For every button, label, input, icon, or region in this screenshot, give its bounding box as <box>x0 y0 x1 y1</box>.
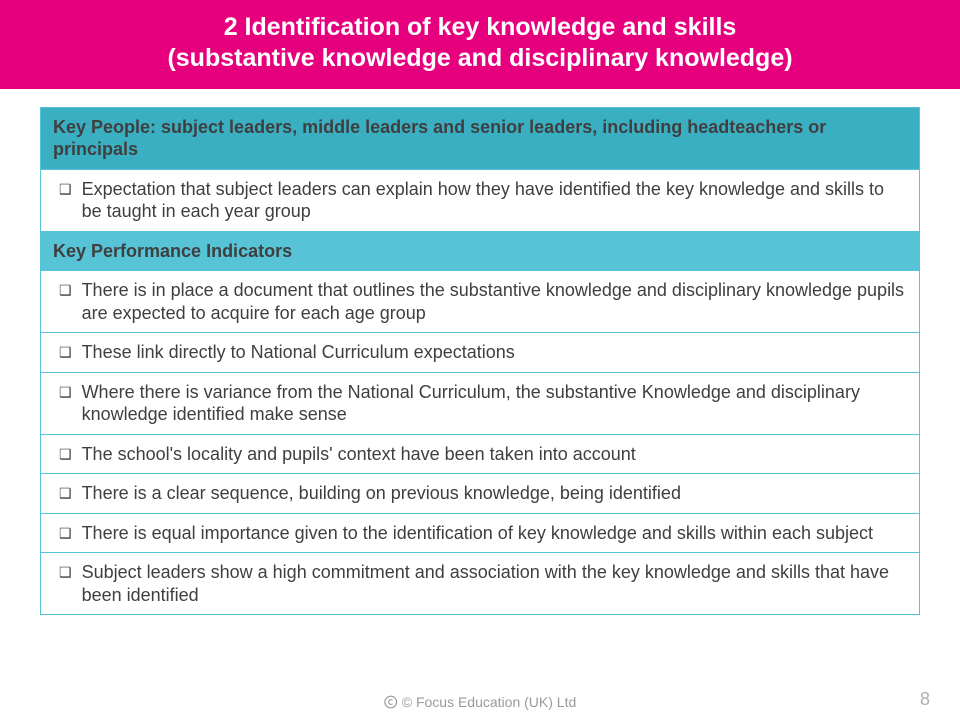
copyright-label: © Focus Education (UK) Ltd <box>402 694 577 710</box>
bullet-icon: ❑ <box>59 482 72 505</box>
copyright-text: © Focus Education (UK) Ltd <box>384 694 577 710</box>
kpi-item: ❑ These link directly to National Curric… <box>41 333 920 373</box>
kpi-item: ❑ There is in place a document that outl… <box>41 271 920 333</box>
page-header: 2 Identification of key knowledge and sk… <box>0 0 960 89</box>
bullet-text: There is in place a document that outlin… <box>82 279 907 324</box>
header-line-1: 2 Identification of key knowledge and sk… <box>20 12 940 43</box>
key-people-item: ❑ Expectation that subject leaders can e… <box>41 169 920 231</box>
header-line-2: (substantive knowledge and disciplinary … <box>20 43 940 74</box>
kpi-heading: Key Performance Indicators <box>41 231 920 271</box>
page-number: 8 <box>920 689 930 710</box>
copyright-icon <box>384 695 398 709</box>
bullet-icon: ❑ <box>59 341 72 364</box>
knowledge-table: Key People: subject leaders, middle lead… <box>40 107 920 616</box>
bullet-icon: ❑ <box>59 443 72 466</box>
bullet-icon: ❑ <box>59 279 72 324</box>
bullet-text: Subject leaders show a high commitment a… <box>82 561 907 606</box>
key-people-heading: Key People: subject leaders, middle lead… <box>41 107 920 169</box>
bullet-text: There is a clear sequence, building on p… <box>82 482 907 505</box>
bullet-text: Expectation that subject leaders can exp… <box>82 178 907 223</box>
bullet-icon: ❑ <box>59 381 72 426</box>
bullet-text: The school's locality and pupils' contex… <box>82 443 907 466</box>
kpi-item: ❑ There is equal importance given to the… <box>41 513 920 553</box>
kpi-item: ❑ The school's locality and pupils' cont… <box>41 434 920 474</box>
kpi-item: ❑ Subject leaders show a high commitment… <box>41 553 920 615</box>
bullet-icon: ❑ <box>59 561 72 606</box>
bullet-icon: ❑ <box>59 522 72 545</box>
kpi-item: ❑ Where there is variance from the Natio… <box>41 372 920 434</box>
kpi-item: ❑ There is a clear sequence, building on… <box>41 474 920 514</box>
content-area: Key People: subject leaders, middle lead… <box>0 89 960 616</box>
bullet-text: Where there is variance from the Nationa… <box>82 381 907 426</box>
bullet-text: There is equal importance given to the i… <box>82 522 907 545</box>
bullet-text: These link directly to National Curricul… <box>82 341 907 364</box>
bullet-icon: ❑ <box>59 178 72 223</box>
